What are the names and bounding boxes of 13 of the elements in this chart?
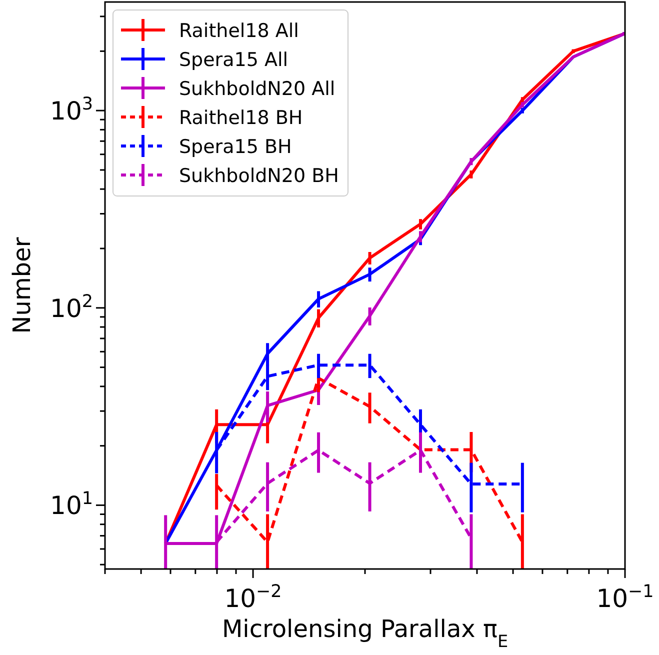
- x-tick-label: 10$^{−1}$: [596, 582, 654, 613]
- legend-label: Spera15 BH: [179, 136, 292, 158]
- x-tick-label: 10$^{−2}$: [224, 582, 282, 613]
- legend-label: Raithel18 All: [179, 20, 299, 42]
- y-tick-label: 10$^{3}$: [50, 94, 93, 126]
- x-axis-title: Microlensing Parallax π$_{E}$: [222, 615, 508, 651]
- y-axis-title: Number: [8, 237, 36, 334]
- legend-label: Raithel18 BH: [179, 107, 303, 129]
- legend-label: SukhboldN20 All: [179, 78, 336, 100]
- legend-label: SukhboldN20 BH: [179, 165, 339, 187]
- legend-label: Spera15 All: [179, 49, 288, 71]
- y-tick-label: 10$^{1}$: [50, 489, 93, 520]
- y-tick-label: 10$^{2}$: [50, 292, 93, 323]
